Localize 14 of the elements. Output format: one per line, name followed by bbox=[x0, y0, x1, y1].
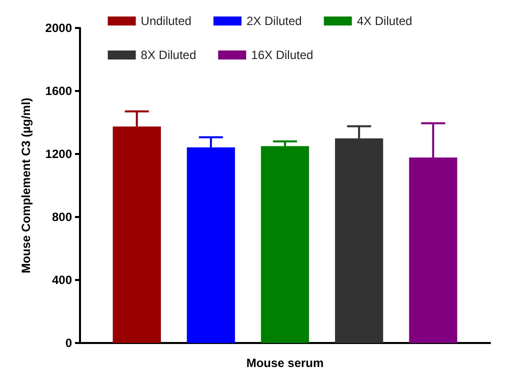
y-tick-label: 1200 bbox=[45, 147, 72, 161]
y-tick-label: 0 bbox=[65, 336, 72, 350]
y-tick-label: 2000 bbox=[45, 21, 72, 35]
x-axis-title: Mouse serum bbox=[246, 356, 324, 370]
y-tick-label: 1600 bbox=[45, 84, 72, 98]
bar bbox=[260, 146, 310, 343]
legend-label: 4X Diluted bbox=[356, 14, 412, 28]
y-axis-title: Mouse Complement C3 (µg/ml) bbox=[19, 98, 33, 274]
legend-label: 8X Diluted bbox=[140, 48, 196, 62]
y-tick-label: 400 bbox=[52, 273, 72, 287]
legend-label: Undiluted bbox=[140, 14, 192, 28]
legend-label: 2X Diluted bbox=[246, 14, 302, 28]
y-tick-label: 800 bbox=[52, 210, 72, 224]
legend-label: 16X Diluted bbox=[251, 48, 314, 62]
